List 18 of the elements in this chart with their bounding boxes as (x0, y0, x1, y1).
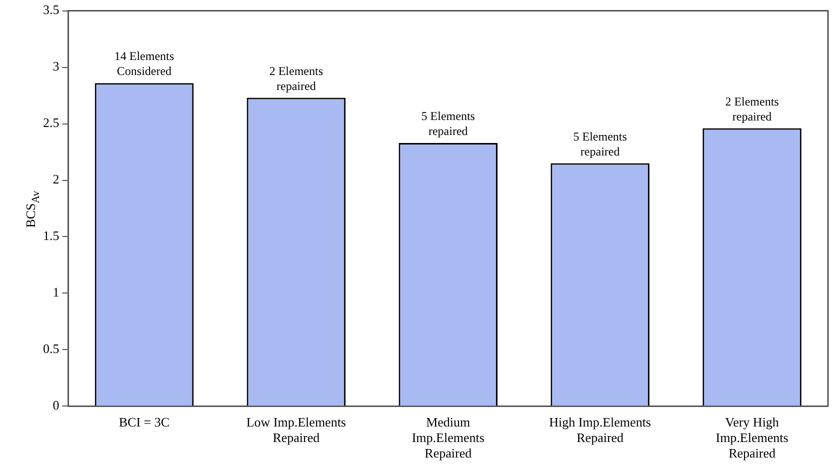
x-tick-label: Very High Imp.Elements Repaired (716, 414, 788, 461)
y-tick-label: 0 (52, 398, 60, 413)
y-tick-label: 0.5 (43, 341, 60, 356)
annotation: 14 Elements Considered (114, 49, 174, 78)
annotation: 2 Elements repaired (725, 94, 780, 124)
y-tick-label: 2 (52, 172, 60, 187)
annotation: 5 Elements repaired (573, 129, 628, 158)
y-tick-label: 3 (52, 58, 60, 74)
x-tick-label: Medium Imp.Elements Repaired (412, 414, 484, 461)
y-tick-label: 1 (52, 284, 60, 300)
annotation: 5 Elements repaired (421, 108, 476, 138)
y-tick-label: 1.5 (43, 228, 60, 244)
annotation: 2 Elements repaired (269, 64, 324, 93)
y-tick-label: 3.5 (43, 2, 60, 18)
x-tick-label: High Imp.Elements Repaired (549, 414, 651, 446)
x-tick-label: Low Imp.Elements Repaired (246, 414, 346, 446)
x-tick-label: BCI = 3C (118, 414, 170, 430)
y-tick-label: 2.5 (43, 115, 60, 130)
